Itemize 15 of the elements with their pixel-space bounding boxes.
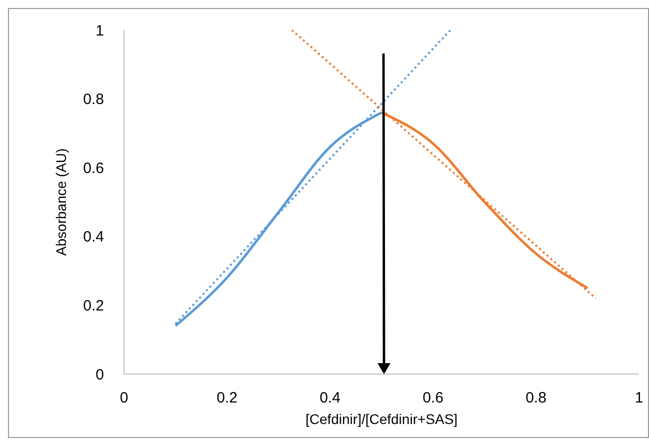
x-tick-label: 0.4 [320,390,340,407]
x-tick-label: 0.2 [216,390,238,407]
y-tick-label: 0.8 [83,91,104,108]
y-tick-label: 0.4 [83,228,104,246]
x-tick-label: 1 [634,390,644,407]
x-tick-label: 0 [120,390,128,407]
y-tick-label: 0.2 [83,298,104,315]
y-tick-label: 0.6 [83,160,104,177]
x-tick-label: 0.8 [526,390,546,407]
y-tick-label: 1 [96,22,104,40]
y-axis-title: Absorbance (AU) [52,148,69,256]
x-axis-title: [Cefdinir]/[Cefdinir+SAS] [305,411,458,427]
line-series [380,111,589,290]
x-tick-label: 0.6 [422,390,444,407]
y-tick-label: 0 [96,366,104,384]
